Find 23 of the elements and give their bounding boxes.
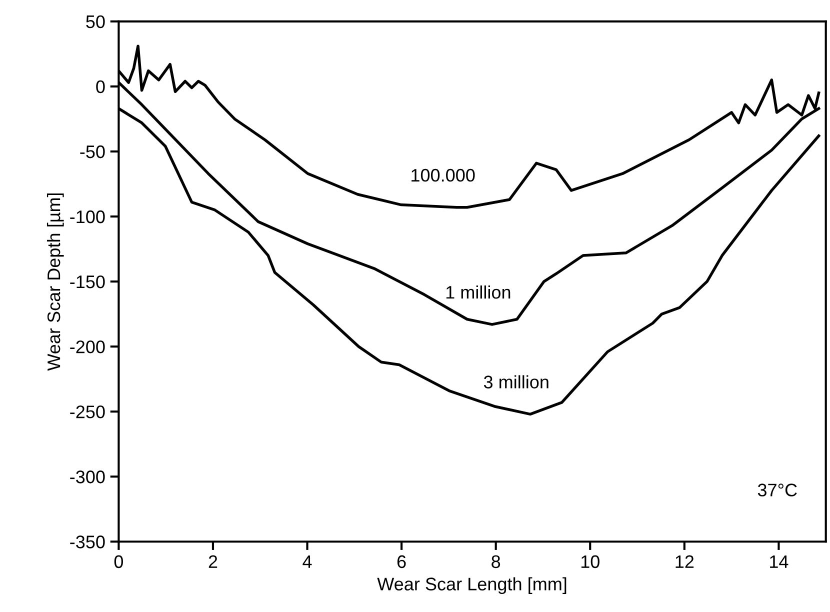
series-label: 3 million (484, 375, 548, 388)
y-axis-title: Wear Scar Depth [µm] (46, 193, 64, 371)
y-tick-label: -100 (70, 210, 105, 224)
series-label: 1 million (446, 285, 510, 299)
y-tick-label: -50 (80, 145, 105, 158)
y-tick-label: -250 (70, 406, 105, 418)
x-tick-label: 2 (208, 555, 218, 568)
annotation: 37°C (758, 484, 797, 496)
x-tick-label: 12 (676, 555, 694, 568)
y-tick-label: -150 (70, 275, 105, 288)
y-tick-label: -300 (70, 470, 105, 484)
y-tick-label: 0 (96, 80, 105, 94)
x-tick-label: 8 (492, 555, 500, 568)
x-tick-label: 10 (581, 555, 600, 568)
x-tick-label: 6 (397, 555, 406, 568)
x-axis-title: Wear Scar Length [mm] (377, 577, 566, 594)
y-tick-label: -350 (70, 536, 105, 548)
x-tick-label: 0 (114, 555, 124, 568)
y-tick-label: 50 (86, 15, 105, 28)
x-tick-label: 14 (770, 555, 788, 568)
x-tick-label: 4 (302, 555, 312, 568)
series-label: 100.000 (412, 168, 475, 182)
y-tick-label: -200 (70, 340, 105, 354)
